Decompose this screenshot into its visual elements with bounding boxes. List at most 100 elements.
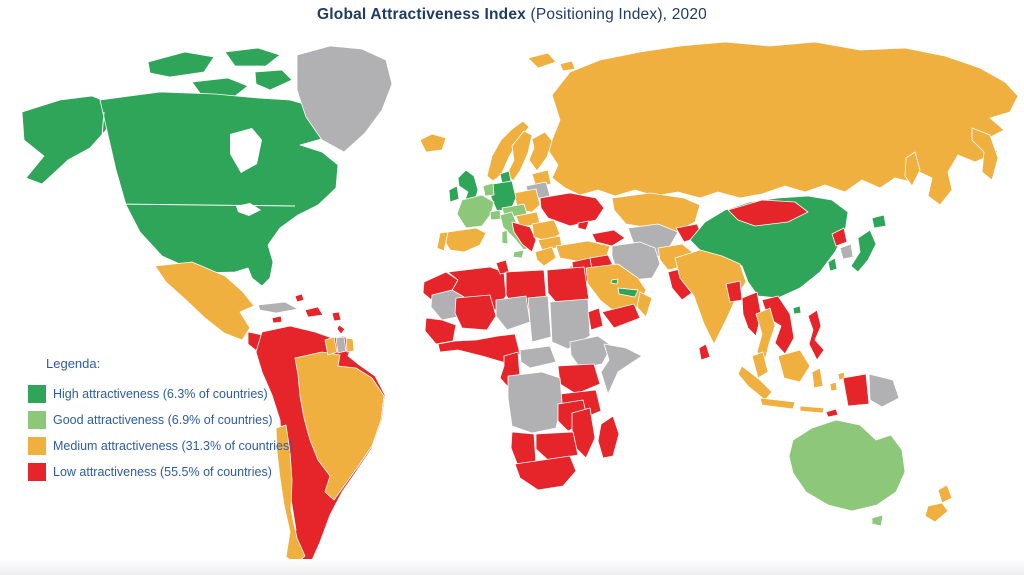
region-kenya-uganda (557, 363, 601, 395)
region-jamaica (271, 315, 283, 324)
region-china (689, 195, 849, 299)
region-canada-usa (99, 91, 339, 287)
region-niger (495, 295, 531, 331)
region-namibia (510, 431, 537, 467)
region-switzerland (489, 209, 502, 221)
region-hainan (792, 305, 802, 315)
region-oman (636, 291, 653, 318)
region-myanmar (741, 291, 762, 337)
region-brazil (294, 351, 385, 501)
region-norway (486, 120, 530, 182)
region-greece (534, 246, 557, 267)
region-french-guiana (345, 337, 355, 353)
region-cuba (257, 301, 299, 314)
region-sakhalin (904, 151, 921, 187)
legend-item-label: Medium attractiveness (31.3% of countrie… (53, 439, 294, 453)
legend: Legenda: High attractiveness (6.3% of co… (28, 356, 293, 489)
region-uae-qatar (617, 287, 639, 298)
region-drc-angola (507, 371, 563, 434)
region-india (674, 249, 747, 345)
region-sicily (512, 249, 525, 259)
region-portugal (436, 231, 449, 252)
page-title-suffix: (Positioning Index), 2020 (526, 6, 707, 23)
region-sardinia-corsica (501, 229, 509, 245)
region-sulawesi (811, 367, 824, 389)
region-thailand (755, 307, 776, 361)
region-russia (547, 41, 1019, 206)
hudson-bay (230, 128, 262, 173)
region-madagascar (597, 415, 620, 459)
region-tasmania (871, 514, 884, 527)
legend-item-high: High attractiveness (6.3% of countries) (28, 385, 288, 403)
legend-heading: Legenda: (46, 356, 101, 371)
region-iceland (419, 133, 447, 153)
legend-item-good: Good attractiveness (6.9% of countries) (28, 411, 288, 429)
region-guyana (324, 336, 338, 356)
region-benelux (482, 182, 495, 197)
region-mexico (154, 261, 255, 341)
region-borneo (777, 349, 811, 383)
region-caucasus (591, 229, 626, 247)
legend-item-medium: Medium attractiveness (31.3% of countrie… (28, 437, 293, 455)
legend-item-label: Low attractiveness (55.5% of countries) (53, 465, 272, 479)
region-france (456, 194, 495, 229)
page-title-main: Global Attractiveness Index (317, 6, 526, 23)
region-hispaniola (304, 306, 324, 318)
region-svalbard (527, 52, 576, 72)
region-suriname (335, 336, 347, 354)
region-new-zealand (924, 484, 953, 523)
region-australia (788, 419, 906, 512)
region-yemen (601, 303, 641, 329)
region-north-korea (831, 227, 848, 247)
region-zimbabwe-botswana (535, 431, 579, 461)
region-kuwait (610, 278, 619, 285)
region-papua-new-guinea (868, 373, 900, 408)
region-south-africa (514, 455, 577, 491)
region-java (759, 397, 796, 410)
good-attractiveness-swatch (28, 411, 46, 429)
region-moluccas (829, 371, 846, 392)
region-ukraine (539, 192, 605, 227)
region-mali (454, 294, 497, 331)
region-timor (825, 408, 839, 418)
region-lesser-sunda (799, 405, 825, 414)
region-bahamas (294, 293, 305, 303)
region-philippines (807, 309, 825, 361)
low-attractiveness-swatch (28, 463, 46, 481)
region-crimea (577, 220, 590, 231)
legend-item-label: High attractiveness (6.3% of countries) (53, 387, 268, 401)
region-mozambique (571, 407, 596, 459)
region-ethiopia (569, 335, 613, 369)
region-sri-lanka (698, 343, 711, 361)
region-malay-peninsula (751, 351, 769, 379)
region-taiwan (827, 257, 838, 272)
region-mongolia (727, 199, 809, 227)
footer-strip (0, 559, 1024, 575)
region-sweden (506, 130, 533, 182)
region-canada-arctic-islands (147, 47, 293, 98)
region-central-african-republic (519, 345, 557, 369)
region-spain (443, 227, 487, 253)
us-canada-border (100, 111, 296, 207)
region-chad (527, 295, 552, 343)
region-japan (850, 214, 887, 273)
region-eritrea-djibouti (587, 307, 604, 331)
region-balkans (511, 221, 537, 253)
region-lesser-antilles (331, 311, 346, 335)
region-west-papua (842, 373, 870, 407)
region-south-korea (839, 243, 854, 260)
region-greenland (296, 45, 393, 153)
great-lakes (236, 203, 261, 216)
legend-item-low: Low attractiveness (55.5% of countries) (28, 463, 288, 481)
region-kamchatka (971, 127, 999, 181)
region-somalia (600, 343, 643, 395)
medium-attractiveness-swatch (28, 437, 46, 455)
page-title: Global Attractiveness Index (Positioning… (0, 6, 1024, 24)
region-finland (528, 131, 553, 172)
region-alaska (21, 95, 113, 185)
region-ireland (448, 185, 460, 203)
legend-item-label: Good attractiveness (6.9% of countries) (53, 413, 273, 427)
